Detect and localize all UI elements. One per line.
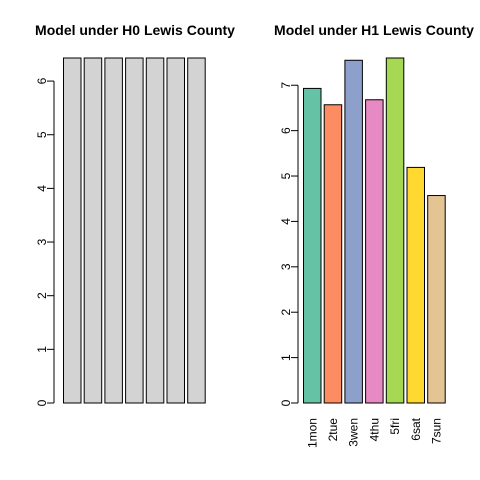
chart-title: Model under H0 Lewis County	[35, 22, 235, 38]
bar	[365, 99, 384, 404]
bar	[83, 57, 103, 404]
bar	[427, 195, 446, 404]
chart-h1: Model under H1 Lewis County 0 1 2 3 4 5 6 7 1mon…	[274, 22, 474, 448]
y-tick-label: 3	[35, 238, 49, 245]
x-tick-label: 2tue	[326, 418, 340, 442]
bar	[166, 57, 185, 404]
chart-title: Model under H1 Lewis County	[274, 22, 474, 38]
bar	[344, 59, 363, 404]
y-tick-label: 3	[279, 263, 293, 270]
bar	[125, 57, 144, 404]
y-tick-label: 7	[279, 82, 293, 89]
chart-h0: Model under H0 Lewis County 0 1 2 3 4 5 6	[35, 22, 235, 406]
y-tick-label: 4	[279, 218, 293, 225]
x-tick-label: 4thu	[367, 418, 381, 441]
y-tick-label: 6	[279, 127, 293, 134]
bar	[303, 87, 322, 404]
y-tick-label: 2	[279, 309, 293, 316]
y-tick-label: 0	[279, 399, 293, 406]
x-tick-label: 1mon	[305, 418, 319, 448]
bar	[187, 57, 206, 404]
y-tick-label: 4	[35, 185, 49, 192]
x-tick-label: 5fri	[388, 418, 402, 435]
y-tick-label: 5	[35, 131, 49, 138]
bar	[104, 57, 123, 404]
y-tick-label: 0	[35, 399, 49, 406]
y-tick-label: 1	[35, 346, 49, 353]
x-tick-label: 7sun	[429, 418, 443, 444]
bar	[385, 57, 405, 404]
y-tick-label: 6	[35, 77, 49, 84]
bar	[63, 57, 82, 404]
y-tick-label: 1	[279, 354, 293, 361]
bar	[406, 166, 425, 404]
bar	[145, 57, 165, 404]
x-tick-label: 3wen	[347, 418, 361, 447]
y-tick-label: 2	[35, 292, 49, 299]
y-tick-label: 5	[279, 172, 293, 179]
x-tick-label: 6sat	[409, 417, 423, 440]
bar	[323, 104, 343, 404]
